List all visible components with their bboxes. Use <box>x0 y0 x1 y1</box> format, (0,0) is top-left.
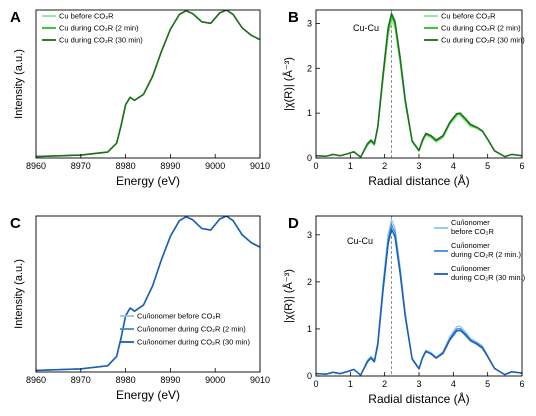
y-tick-label: 0 <box>307 371 312 381</box>
y-tick-label: 3 <box>307 230 312 240</box>
series-line-3 <box>36 216 260 372</box>
x-axis-title: Energy (eV) <box>116 174 180 188</box>
x-tick-label: 8970 <box>71 161 91 171</box>
legend-label: Cu/ionomer before CO₂R <box>451 218 495 236</box>
panel-a: A 8960 8970 8980 8990 9000 9010 Energy (eV) Inte… <box>10 9 270 188</box>
panel-d: D 0 1 2 3 4 5 6 0 1 2 3 Radial distance (Å) |χ(R)| (Å… <box>282 215 526 406</box>
series-line-3 <box>36 10 260 158</box>
x-tick-label: 8980 <box>116 375 136 385</box>
series-line-1 <box>36 216 260 372</box>
x-tick-label: 5 <box>485 379 490 389</box>
x-tick-label: 8990 <box>160 375 180 385</box>
y-axis-title: Intensity (a.u.) <box>13 49 25 119</box>
legend-label: Cu/ionomer before CO₂R <box>137 312 221 321</box>
x-tick-label: 6 <box>519 161 524 171</box>
series-line-3 <box>316 228 522 376</box>
legend-label: Cu during CO₂R (30 min) <box>441 36 525 45</box>
x-axis-title: Radial distance (Å) <box>368 391 469 406</box>
x-tick-label: 9000 <box>205 375 225 385</box>
legend-label: Cu before CO₂R <box>441 12 496 21</box>
series-line-2 <box>36 216 260 372</box>
x-tick-label: 8960 <box>26 161 46 171</box>
x-tick-label: 3 <box>416 379 421 389</box>
x-tick-label: 2 <box>382 161 387 171</box>
x-axis-title: Energy (eV) <box>116 388 180 402</box>
panel-letter: B <box>288 9 299 26</box>
plot-frame <box>35 215 261 373</box>
x-tick-label: 1 <box>348 161 353 171</box>
y-tick-label: 2 <box>307 63 312 73</box>
x-tick-label: 4 <box>451 161 456 171</box>
legend-label: Cu/ionomer during CO₂R (30 min) <box>137 338 250 347</box>
legend-label: Cu/ionomer during CO₂R (2 min) <box>137 325 246 334</box>
legend-label: Cu during CO₂R (30 min) <box>59 36 143 45</box>
y-tick-label: 1 <box>307 324 312 334</box>
legend: Cu before CO₂R Cu during CO₂R (2 min) Cu d… <box>424 12 525 45</box>
y-tick-label: 2 <box>307 277 312 287</box>
x-tick-label: 0 <box>313 379 318 389</box>
x-tick-label: 4 <box>451 379 456 389</box>
legend: Cu/ionomer before CO₂R Cu/ionomer during … <box>120 312 250 347</box>
x-tick-label: 9010 <box>250 375 270 385</box>
series-line-3 <box>316 12 522 158</box>
x-tick-label: 3 <box>416 161 421 171</box>
y-tick-label: 1 <box>307 108 312 118</box>
x-tick-label: 8960 <box>26 375 46 385</box>
panel-b: B 0 1 2 3 4 5 6 0 1 2 3 Radial distance (Å) |χ(R)| (Å… <box>282 9 525 188</box>
cu-cu-annotation: Cu-Cu <box>353 23 379 33</box>
legend: Cu/ionomer before CO₂R Cu/ionomer during CO… <box>434 218 526 282</box>
legend-label: Cu before CO₂R <box>59 12 114 21</box>
legend: Cu before CO₂R Cu during CO₂R (2 min) Cu d… <box>42 12 143 45</box>
x-tick-label: 2 <box>382 379 387 389</box>
x-tick-label: 8980 <box>116 161 136 171</box>
x-axis-title: Radial distance (Å) <box>368 173 469 188</box>
panel-letter: D <box>288 215 299 232</box>
legend-label: Cu during CO₂R (2 min) <box>441 24 521 33</box>
x-tick-label: 8990 <box>160 161 180 171</box>
x-tick-label: 6 <box>519 379 524 389</box>
y-axis-title: |χ(R)| (Å⁻³) <box>282 57 295 111</box>
y-tick-label: 3 <box>307 18 312 28</box>
x-tick-label: 1 <box>348 379 353 389</box>
y-axis-title: |χ(R)| (Å⁻³) <box>282 269 295 323</box>
series-line-2 <box>316 223 522 376</box>
cu-cu-annotation: Cu-Cu <box>347 236 373 246</box>
legend-label: Cu/ionomer during CO₂R (2 min.) <box>451 241 522 259</box>
x-tick-label: 5 <box>485 161 490 171</box>
x-tick-label: 9000 <box>205 161 225 171</box>
legend-label: Cu/ionomer during CO₂R (30 min.) <box>451 264 526 282</box>
panel-letter: C <box>10 215 21 232</box>
panel-c: C 8960 8970 8980 8990 9000 9010 Energy (eV) Inte… <box>10 215 270 402</box>
panel-letter: A <box>10 9 21 26</box>
x-tick-label: 8970 <box>71 375 91 385</box>
x-tick-label: 0 <box>313 161 318 171</box>
legend-label: Cu during CO₂R (2 min) <box>59 24 139 33</box>
y-axis-title: Intensity (a.u.) <box>13 259 25 329</box>
plot-frame <box>35 9 261 159</box>
x-tick-label: 9010 <box>250 161 270 171</box>
y-tick-label: 0 <box>307 153 312 163</box>
